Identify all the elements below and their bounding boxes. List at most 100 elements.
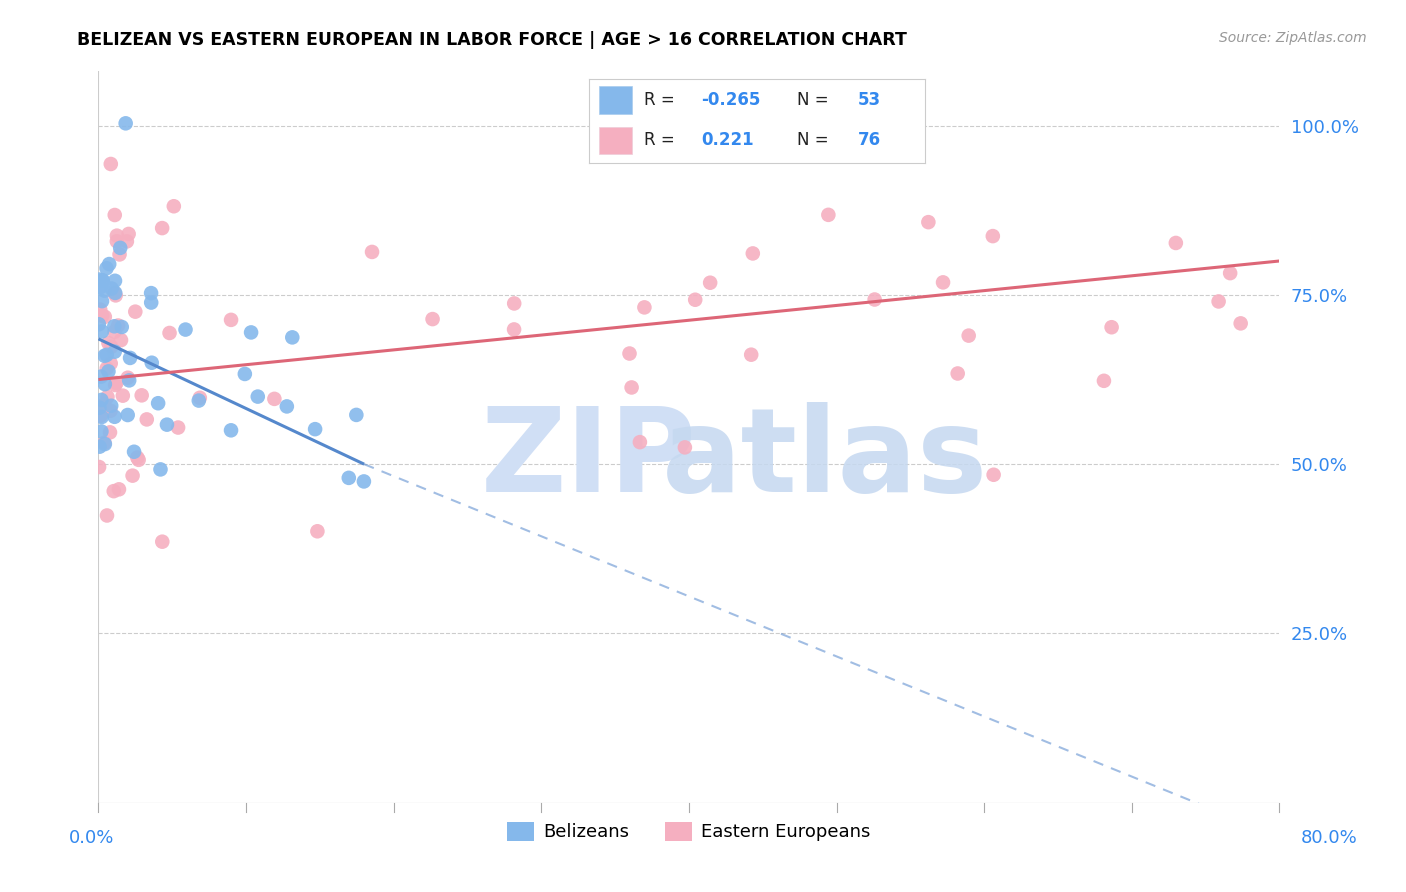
Point (90, 392, 112, 407)
Point (97, 364, 120, 378)
Point (91, 309, 114, 323)
Text: 0.0%: 0.0% (69, 829, 114, 847)
Point (89, 440, 111, 454)
Text: BELIZEAN VS EASTERN EUROPEAN IN LABOR FORCE | AGE > 16 CORRELATION CHART: BELIZEAN VS EASTERN EUROPEAN IN LABOR FO… (77, 31, 907, 49)
Point (219, 423, 242, 437)
Point (1164, 235, 1187, 250)
Point (100, 356, 122, 370)
Point (163, 199, 186, 213)
Point (128, 453, 150, 467)
Point (150, 221, 173, 235)
Point (105, 376, 128, 390)
Point (89, 280, 111, 294)
Point (135, 412, 157, 426)
Point (100, 403, 122, 417)
Point (361, 244, 384, 259)
Point (96, 508, 118, 523)
Point (124, 304, 146, 318)
Point (141, 356, 163, 370)
Point (932, 276, 955, 290)
Text: Source: ZipAtlas.com: Source: ZipAtlas.com (1219, 31, 1367, 45)
Point (97, 336, 120, 351)
Point (90, 425, 112, 439)
Point (103, 286, 125, 301)
Point (110, 333, 132, 347)
Point (117, 227, 139, 241)
Point (117, 370, 139, 384)
Point (1229, 317, 1251, 331)
Point (94, 437, 117, 451)
Point (246, 390, 269, 404)
Point (91, 273, 114, 287)
Point (104, 378, 127, 392)
Point (103, 484, 125, 499)
Point (91, 325, 114, 339)
Point (139, 286, 162, 301)
Point (121, 468, 143, 483)
Point (619, 346, 641, 360)
Point (149, 462, 172, 476)
Point (104, 409, 127, 424)
Point (156, 417, 179, 432)
Point (946, 367, 969, 381)
Point (503, 296, 526, 310)
Point (276, 400, 298, 414)
Point (1219, 266, 1241, 280)
Point (98, 425, 121, 440)
Point (117, 408, 139, 422)
Point (1208, 294, 1230, 309)
Point (110, 241, 132, 255)
Point (146, 396, 169, 410)
Point (96, 361, 118, 376)
Point (89, 302, 111, 317)
Point (87, 318, 110, 332)
Point (281, 330, 304, 344)
Text: ZIP: ZIP (481, 401, 696, 516)
Point (90, 409, 112, 423)
Point (233, 367, 256, 381)
Point (131, 388, 153, 402)
Point (188, 391, 211, 405)
Point (150, 534, 173, 549)
Point (104, 208, 127, 222)
Point (96, 348, 118, 362)
Point (863, 293, 886, 307)
Point (87, 460, 110, 475)
Point (96, 390, 118, 404)
Point (103, 319, 125, 334)
Point (108, 247, 131, 261)
Point (127, 450, 149, 465)
Point (90, 369, 112, 384)
Point (353, 475, 375, 489)
Text: atlas: atlas (662, 401, 988, 516)
Point (740, 348, 762, 362)
Point (174, 322, 197, 336)
Point (91, 294, 114, 309)
Point (957, 328, 980, 343)
Point (93, 284, 115, 298)
Point (159, 326, 181, 340)
Point (240, 326, 263, 340)
Point (100, 281, 122, 295)
Point (219, 313, 242, 327)
Point (105, 235, 128, 249)
Point (187, 393, 209, 408)
Point (817, 208, 839, 222)
Point (699, 276, 721, 290)
Point (100, 399, 122, 413)
Point (167, 420, 190, 434)
Point (120, 351, 142, 365)
Point (107, 318, 129, 333)
Point (111, 320, 134, 334)
Point (503, 322, 526, 336)
Point (628, 435, 651, 450)
Point (100, 340, 122, 354)
Point (104, 288, 127, 302)
Point (683, 293, 706, 307)
Point (94, 377, 117, 392)
Text: 80.0%: 80.0% (1301, 829, 1357, 847)
Point (633, 301, 655, 315)
Point (337, 471, 360, 485)
Point (104, 274, 127, 288)
Point (94, 401, 117, 415)
